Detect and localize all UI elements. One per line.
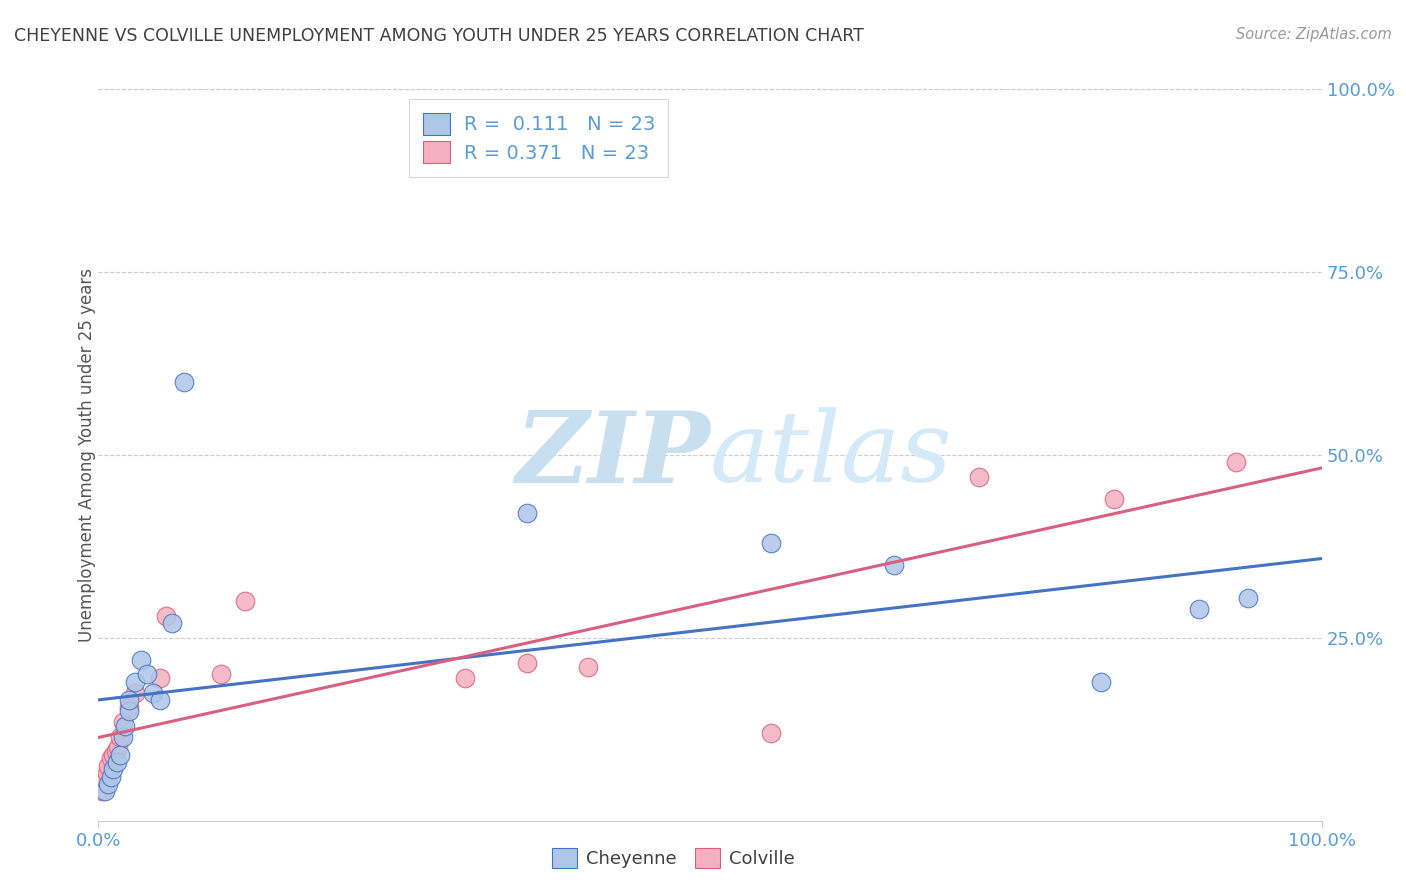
Point [101, 747, 124, 762]
Point [136, 667, 159, 681]
Point [129, 653, 152, 667]
Point [454, 671, 477, 685]
Text: ZIP: ZIP [515, 407, 710, 503]
Point [1090, 674, 1112, 689]
Point [105, 755, 128, 769]
Point [576, 660, 599, 674]
Text: Source: ZipAtlas.com: Source: ZipAtlas.com [1236, 27, 1392, 42]
Point [233, 594, 256, 608]
Point [111, 730, 134, 744]
Point [124, 674, 146, 689]
Point [91, 784, 114, 798]
Point [1102, 491, 1125, 506]
Point [110, 747, 132, 762]
Point [173, 375, 195, 389]
Point [93, 773, 115, 788]
Point [761, 726, 783, 740]
Point [118, 704, 141, 718]
Point [160, 616, 183, 631]
Point [883, 558, 905, 572]
Y-axis label: Unemployment Among Youth under 25 years: Unemployment Among Youth under 25 years [79, 268, 96, 642]
Text: CHEYENNE VS COLVILLE UNEMPLOYMENT AMONG YOUTH UNDER 25 YEARS CORRELATION CHART: CHEYENNE VS COLVILLE UNEMPLOYMENT AMONG … [14, 27, 863, 45]
Point [96, 766, 118, 780]
Point [100, 751, 122, 765]
Point [118, 693, 141, 707]
Point [1188, 601, 1211, 615]
Point [101, 763, 124, 777]
Point [124, 686, 146, 700]
Point [111, 714, 134, 729]
Point [1237, 591, 1260, 605]
Point [110, 730, 132, 744]
Point [93, 784, 115, 798]
Text: atlas: atlas [710, 408, 953, 502]
Legend: Cheyenne, Colville: Cheyenne, Colville [543, 838, 804, 878]
Point [515, 657, 537, 671]
Point [97, 758, 120, 772]
Point [515, 507, 537, 521]
Point [100, 770, 122, 784]
Point [104, 744, 127, 758]
Point [149, 671, 172, 685]
Point [107, 740, 129, 755]
Point [1225, 455, 1247, 469]
Point [142, 686, 165, 700]
Point [967, 470, 990, 484]
Point [155, 608, 177, 623]
Point [761, 535, 783, 549]
Point [149, 693, 172, 707]
Point [97, 777, 120, 791]
Point [114, 718, 136, 732]
Point [209, 667, 232, 681]
Point [118, 700, 141, 714]
